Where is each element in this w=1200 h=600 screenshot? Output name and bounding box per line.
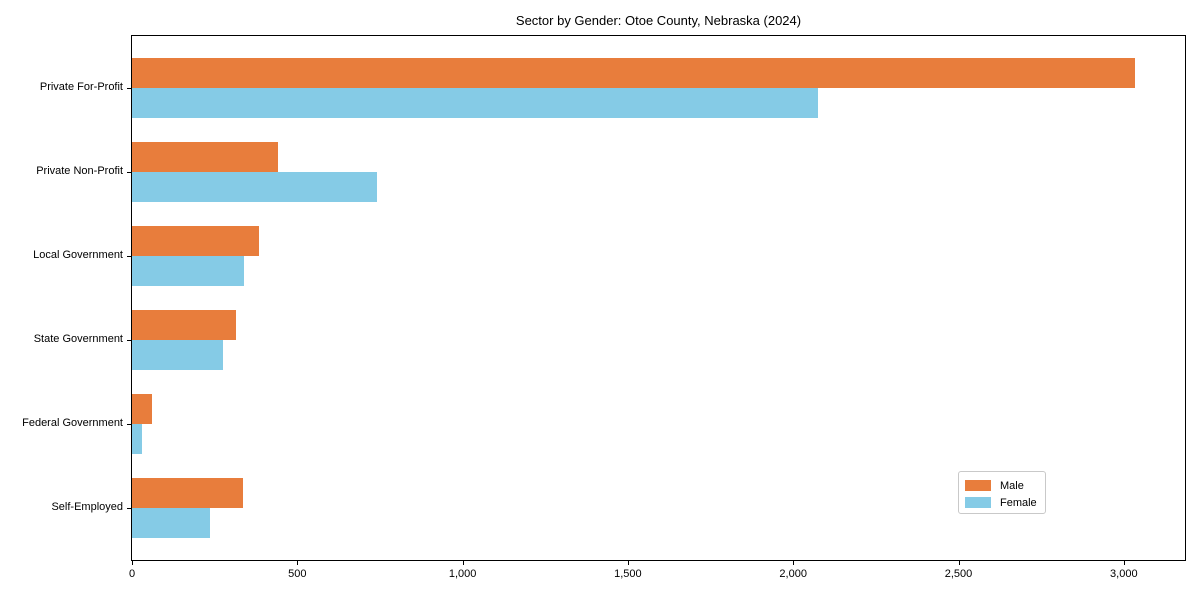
chart-title: Sector by Gender: Otoe County, Nebraska … <box>515 13 802 28</box>
legend-rows: Male Female <box>965 477 1039 511</box>
ytick-mark-1 <box>127 88 131 89</box>
xtick-label-4: 1,500 <box>614 568 642 580</box>
bar-male-2 <box>132 142 278 172</box>
xtick-mark-2 <box>297 561 299 565</box>
legend-label-female: Female <box>1000 496 1037 509</box>
legend-swatch-female <box>965 497 991 508</box>
xtick-mark-1 <box>132 561 133 565</box>
xtick-label-7: 3,000 <box>1110 568 1138 580</box>
ytick-label-2: Private Non-Profit <box>36 165 123 177</box>
legend-label-male: Male <box>1000 479 1024 492</box>
legend-row-female: Female <box>965 494 1039 511</box>
xtick-label-3: 1,000 <box>448 568 477 580</box>
ytick-mark-6 <box>127 508 131 509</box>
ytick-label-5: Federal Government <box>22 417 123 429</box>
plot-area <box>131 35 1186 561</box>
legend-row-male: Male <box>965 477 1039 494</box>
ytick-mark-2 <box>127 172 131 173</box>
legend-swatch-male <box>965 480 991 491</box>
xtick-mark-7 <box>1123 561 1125 565</box>
bar-female-1 <box>132 88 818 118</box>
xtick-mark-3 <box>462 561 464 565</box>
ytick-mark-3 <box>127 256 131 257</box>
bar-male-6 <box>132 478 243 508</box>
xtick-mark-5 <box>793 561 795 565</box>
bar-female-4 <box>132 340 223 370</box>
ytick-label-3: Local Government <box>33 249 123 261</box>
bar-female-3 <box>132 256 245 286</box>
xtick-label-6: 2,500 <box>944 568 973 580</box>
xtick-label-2: 500 <box>288 568 307 580</box>
ytick-mark-5 <box>127 424 131 425</box>
xtick-label-1: 0 <box>128 568 136 580</box>
xtick-mark-6 <box>958 561 960 565</box>
bar-male-3 <box>132 226 260 256</box>
bar-female-5 <box>132 424 142 454</box>
bar-male-4 <box>132 310 237 340</box>
xtick-mark-4 <box>627 561 629 565</box>
bar-female-2 <box>132 172 377 202</box>
ytick-label-1: Private For-Profit <box>39 81 123 93</box>
xtick-label-5: 2,000 <box>779 568 807 580</box>
ytick-label-4: State Government <box>33 333 123 345</box>
bar-female-6 <box>132 508 210 538</box>
bar-male-1 <box>132 58 1136 88</box>
ytick-mark-4 <box>127 340 131 341</box>
bar-male-5 <box>132 394 152 424</box>
legend: Male Female <box>958 471 1046 514</box>
ytick-label-6: Self-Employed <box>51 501 123 513</box>
